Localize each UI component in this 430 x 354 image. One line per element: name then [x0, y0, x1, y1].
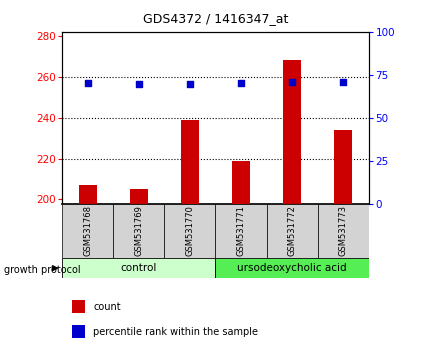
Bar [317, 204, 368, 258]
Bar [181, 120, 199, 204]
Text: count: count [93, 302, 120, 312]
Text: GSM531770: GSM531770 [185, 206, 194, 256]
Bar [71, 325, 85, 338]
Bar [266, 204, 317, 258]
Point [339, 79, 346, 85]
Bar [71, 300, 85, 313]
Bar [215, 258, 368, 278]
Text: percentile rank within the sample: percentile rank within the sample [93, 327, 258, 337]
Bar [130, 189, 147, 204]
Text: GDS4372 / 1416347_at: GDS4372 / 1416347_at [142, 12, 288, 25]
Text: control: control [120, 263, 157, 273]
Text: growth protocol: growth protocol [4, 265, 81, 275]
Bar [283, 61, 300, 204]
Text: GSM531773: GSM531773 [338, 205, 347, 257]
Bar [79, 185, 97, 204]
Text: GSM531769: GSM531769 [134, 206, 143, 256]
Point [288, 79, 295, 85]
Bar [231, 161, 249, 204]
Text: GSM531768: GSM531768 [83, 205, 92, 257]
Bar [113, 204, 164, 258]
Point [237, 81, 244, 86]
Bar [215, 204, 266, 258]
Bar [62, 204, 113, 258]
Text: GSM531771: GSM531771 [236, 206, 245, 256]
Point [135, 81, 142, 87]
Point [84, 80, 91, 85]
Text: ursodeoxycholic acid: ursodeoxycholic acid [237, 263, 346, 273]
Bar [62, 258, 215, 278]
Point [186, 81, 193, 87]
Bar [164, 204, 215, 258]
Bar [333, 130, 351, 204]
Text: GSM531772: GSM531772 [287, 206, 296, 256]
